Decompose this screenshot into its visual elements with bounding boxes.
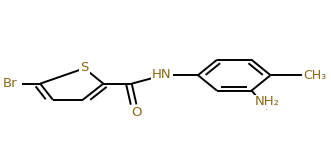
Text: S: S (80, 61, 89, 74)
Text: NH₂: NH₂ (255, 95, 280, 108)
Text: HN: HN (152, 68, 171, 81)
Text: CH₃: CH₃ (304, 69, 327, 82)
Text: O: O (131, 106, 142, 119)
Text: Br: Br (3, 77, 17, 90)
